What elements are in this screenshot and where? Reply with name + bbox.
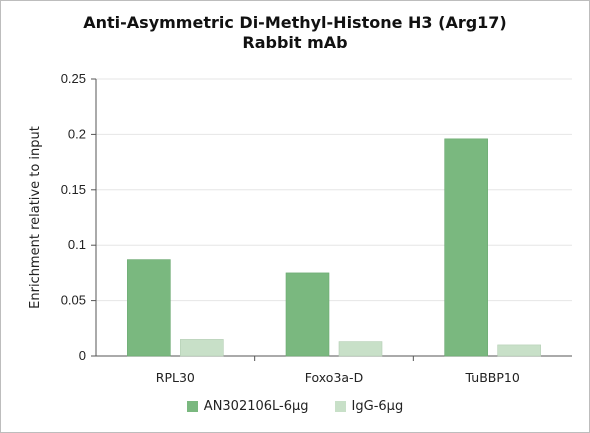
chart-title-block: Anti-Asymmetric Di-Methyl-Histone H3 (Ar… <box>0 13 590 53</box>
chart-title: Anti-Asymmetric Di-Methyl-Histone H3 (Ar… <box>83 13 507 32</box>
legend: AN302106L-6µg IgG-6µg <box>0 399 590 414</box>
y-tick-label: 0.2 <box>68 126 86 141</box>
y-tick-label: 0.05 <box>61 293 86 308</box>
y-axis-label: Enrichment relative to input <box>28 126 43 309</box>
x-tick-label: Foxo3a-D <box>305 370 363 385</box>
legend-label-series-1: AN302106L-6µg <box>203 399 309 414</box>
legend-swatch-series-1 <box>186 401 198 412</box>
y-tick-label: 0.1 <box>68 237 86 252</box>
x-tick-label: TuBBP10 <box>465 370 520 385</box>
bar-tubbp10-series-2 <box>497 344 541 357</box>
bar-foxo3a-d-series-1 <box>285 272 330 357</box>
x-tick-label: RPL30 <box>156 370 195 385</box>
bar-rpl30-series-2 <box>180 339 224 357</box>
y-tick-label: 0 <box>79 348 86 363</box>
bar-rpl30-series-1 <box>127 259 171 357</box>
chart-subtitle: Rabbit mAb <box>242 33 348 52</box>
legend-swatch-series-2 <box>334 401 346 412</box>
legend-item-series-1: AN302106L-6µg <box>186 399 309 414</box>
legend-item-series-2: IgG-6µg <box>334 399 404 414</box>
legend-label-series-2: IgG-6µg <box>351 399 404 414</box>
y-tick-label: 0.25 <box>61 71 86 86</box>
y-tick-label: 0.15 <box>61 182 86 197</box>
bar-tubbp10-series-1 <box>444 138 488 357</box>
bar-foxo3a-d-series-2 <box>338 341 383 357</box>
